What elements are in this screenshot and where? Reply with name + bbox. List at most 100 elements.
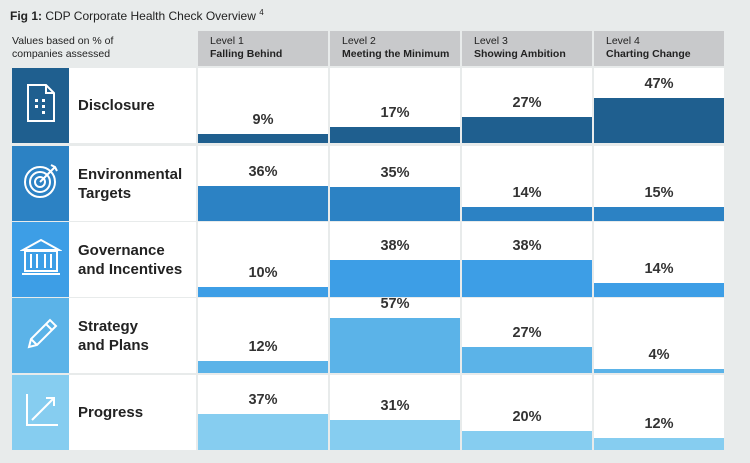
bar-value	[330, 127, 460, 143]
row-label: Governance and Incentives	[69, 222, 196, 297]
bar-value-label: 17%	[380, 105, 410, 121]
column-header-level: Level 1	[210, 35, 244, 47]
bar-value-label: 36%	[248, 164, 278, 180]
bar-value	[198, 287, 328, 297]
bar-value-label: 12%	[248, 339, 278, 355]
bar-value-label: 4%	[648, 347, 670, 363]
bar-value-label: 20%	[512, 409, 542, 425]
data-cell: 38%	[330, 222, 460, 297]
row-label-line1: Strategy	[78, 317, 139, 335]
data-cell: 47%	[594, 68, 724, 143]
figure-title-bold: Fig 1:	[10, 9, 42, 23]
values-note: Values based on % of companies assessed	[12, 35, 172, 61]
row-label-line1: Governance	[78, 241, 165, 259]
bar-value-label: 38%	[380, 238, 410, 254]
row-label: Disclosure	[69, 68, 196, 143]
bar-value-label: 38%	[512, 238, 542, 254]
row-label-line1: Environmental	[78, 165, 183, 183]
bar-value	[330, 187, 460, 221]
bar-value-label: 37%	[248, 392, 278, 408]
bar-value-label: 14%	[512, 185, 542, 201]
bar-value	[198, 414, 328, 450]
column-header-level-4: Level 4 Charting Change	[594, 31, 724, 66]
bar-value	[462, 431, 592, 450]
bar-value-label: 47%	[644, 76, 674, 92]
bar-value	[198, 186, 328, 221]
row-label: Progress	[69, 375, 196, 450]
column-header-level: Level 2	[342, 35, 376, 47]
bar-value	[594, 207, 724, 221]
column-header-name: Showing Ambition	[474, 48, 566, 60]
column-header-name: Charting Change	[606, 48, 691, 60]
row-icon-cell	[12, 375, 69, 450]
column-header-name: Meeting the Minimum	[342, 48, 450, 60]
bar-value-label: 9%	[252, 112, 274, 128]
row-icon-cell	[12, 146, 69, 221]
pencil-icon	[21, 313, 61, 358]
values-note-line1: Values based on % of	[12, 35, 114, 47]
data-cell: 9%	[198, 68, 328, 143]
data-cell: 36%	[198, 146, 328, 221]
bar-value	[594, 438, 724, 450]
bar-value-label: 35%	[380, 165, 410, 181]
data-cell: 12%	[198, 298, 328, 373]
column-header-level-2: Level 2 Meeting the Minimum	[330, 31, 460, 66]
column-header-level: Level 3	[474, 35, 508, 47]
row-label-text: Strategy and Plans	[78, 317, 149, 355]
bar-value-label: 15%	[644, 185, 674, 201]
figure-title: Fig 1: CDP Corporate Health Check Overvi…	[10, 8, 264, 23]
row-icon-cell	[12, 68, 69, 143]
row-label-text: Environmental Targets	[78, 165, 182, 203]
row-label-line2: and Incentives	[78, 260, 183, 278]
growth-arrow-icon	[21, 390, 61, 435]
data-cell: 38%	[462, 222, 592, 297]
data-cell: 35%	[330, 146, 460, 221]
row-label-text: Governance and Incentives	[78, 241, 182, 279]
bar-value	[462, 260, 592, 297]
row-label-text: Disclosure	[78, 96, 155, 115]
column-header-name: Falling Behind	[210, 48, 283, 60]
data-cell: 17%	[330, 68, 460, 143]
target-icon	[21, 161, 61, 206]
data-cell: 27%	[462, 68, 592, 143]
bar-value-label: 10%	[248, 265, 278, 281]
figure-title-footnote: 4	[259, 8, 264, 17]
bar-value	[594, 283, 724, 297]
data-cell: 15%	[594, 146, 724, 221]
bar-value-label: 31%	[380, 398, 410, 414]
row-label-line2: and Plans	[78, 336, 149, 354]
bar-value-label: 12%	[644, 416, 674, 432]
bar-value	[594, 98, 724, 143]
row-icon-cell	[12, 222, 69, 297]
column-header-level-3: Level 3 Showing Ambition	[462, 31, 592, 66]
bar-value	[462, 347, 592, 373]
data-cell: 37%	[198, 375, 328, 450]
bar-value-label: 27%	[512, 95, 542, 111]
row-label-line1: Progress	[78, 404, 144, 421]
bar-value	[330, 420, 460, 450]
column-header-level-1: Level 1 Falling Behind	[198, 31, 328, 66]
data-cell: 14%	[462, 146, 592, 221]
data-cell: 27%	[462, 298, 592, 373]
data-cell: 4%	[594, 298, 724, 373]
row-label: Environmental Targets	[69, 146, 196, 221]
data-cell: 10%	[198, 222, 328, 297]
row-label: Strategy and Plans	[69, 298, 196, 373]
row-label-text: Progress	[78, 403, 143, 422]
bar-value	[330, 318, 460, 373]
bar-value	[462, 117, 592, 143]
bar-value	[594, 369, 724, 373]
bar-value	[330, 260, 460, 297]
data-cell: 57%	[330, 296, 460, 373]
row-label-line1: Disclosure	[78, 97, 155, 114]
bar-value-label: 27%	[512, 325, 542, 341]
row-icon-cell	[12, 298, 69, 373]
bar-value-label: 57%	[380, 296, 410, 312]
bar-value	[198, 361, 328, 373]
data-cell: 20%	[462, 375, 592, 450]
data-cell: 14%	[594, 222, 724, 297]
building-icon	[18, 237, 63, 282]
bar-value	[462, 207, 592, 221]
figure-title-text: CDP Corporate Health Check Overview	[42, 9, 256, 23]
bar-value-label: 14%	[644, 261, 674, 277]
